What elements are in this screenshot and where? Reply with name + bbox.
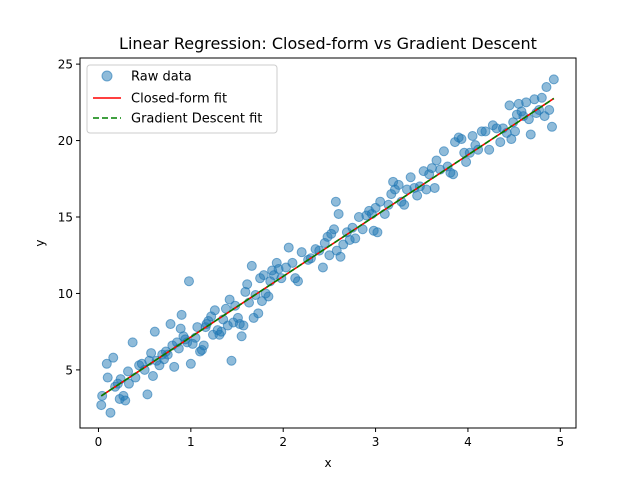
data-point — [258, 270, 269, 281]
x-tick-label: 1 — [187, 435, 195, 449]
legend: Raw data Closed-form fit Gradient Descen… — [86, 64, 278, 134]
y-axis-label: y — [33, 239, 47, 246]
gradient-descent-fit-line — [100, 97, 555, 397]
data-point — [405, 172, 416, 183]
data-point — [536, 92, 547, 103]
data-point — [399, 199, 410, 210]
data-point — [329, 224, 339, 235]
data-point — [296, 247, 307, 258]
data-point — [142, 389, 153, 400]
data-point — [238, 320, 249, 331]
data-point — [335, 251, 346, 262]
y-tick-label: 25 — [58, 58, 73, 72]
data-point — [283, 242, 294, 253]
data-point — [102, 372, 113, 383]
y-tick-label: 20 — [58, 134, 73, 148]
legend-marker-raw-data — [101, 70, 113, 82]
data-point — [495, 137, 506, 148]
x-axis-label: x — [324, 456, 331, 470]
data-point — [149, 326, 160, 337]
x-tick-label: 3 — [372, 435, 380, 449]
data-point — [525, 129, 536, 140]
data-point — [96, 400, 107, 411]
fit-lines — [100, 97, 555, 397]
data-point — [448, 169, 459, 180]
data-point — [375, 196, 386, 207]
data-point — [169, 361, 180, 372]
data-point — [544, 104, 555, 115]
data-point — [253, 308, 264, 319]
data-point — [105, 407, 116, 418]
data-point — [372, 227, 383, 238]
y-axis-ticks: 5 10 15 20 25 — [58, 58, 80, 377]
x-axis-ticks: 0 1 2 3 4 5 — [95, 428, 564, 449]
data-point — [484, 144, 495, 155]
data-point — [421, 184, 432, 195]
data-point — [165, 319, 176, 330]
y-tick-label: 15 — [58, 211, 73, 225]
data-point — [216, 326, 227, 337]
data-point — [127, 337, 138, 348]
legend-label-gradient-descent: Gradient Descent fit — [131, 112, 262, 127]
data-point — [242, 279, 253, 290]
x-tick-label: 2 — [279, 435, 287, 449]
data-point — [438, 146, 449, 157]
data-point — [548, 74, 559, 85]
data-point — [183, 276, 194, 287]
plot-area-border — [79, 57, 577, 429]
data-point — [431, 155, 442, 166]
data-point — [123, 366, 134, 377]
data-point — [330, 196, 341, 207]
y-tick-label: 5 — [65, 363, 73, 377]
data-point — [324, 250, 335, 261]
x-tick-label: 4 — [464, 435, 472, 449]
data-point — [147, 371, 158, 382]
x-tick-label: 0 — [95, 435, 103, 449]
data-point — [350, 233, 361, 244]
data-point — [209, 305, 220, 316]
data-point — [546, 121, 557, 132]
data-point — [263, 291, 274, 302]
data-point — [185, 358, 196, 369]
data-point — [521, 97, 532, 108]
data-point — [510, 126, 521, 137]
data-point — [541, 82, 552, 93]
data-point — [198, 340, 209, 351]
data-point — [226, 355, 237, 366]
data-point — [120, 395, 131, 406]
data-point — [412, 190, 423, 201]
legend-box — [86, 64, 278, 134]
data-point — [317, 262, 328, 273]
data-point — [467, 130, 478, 141]
x-tick-label: 5 — [556, 435, 564, 449]
data-point — [101, 358, 112, 369]
data-point — [236, 331, 247, 342]
data-point — [123, 378, 134, 389]
data-point — [224, 294, 235, 305]
legend-label-closed-form: Closed-form fit — [131, 92, 227, 107]
legend-label-raw-data: Raw data — [131, 70, 192, 85]
data-point — [456, 134, 467, 145]
y-tick-label: 10 — [58, 287, 73, 301]
data-point — [429, 182, 440, 193]
data-point — [146, 348, 157, 359]
data-point — [461, 156, 472, 167]
data-point — [292, 276, 303, 287]
data-point — [480, 126, 491, 137]
axes-frame — [79, 57, 577, 429]
data-point — [287, 257, 298, 268]
data-point — [108, 352, 119, 363]
chart-title: Linear Regression: Closed-form vs Gradie… — [119, 34, 537, 53]
data-point — [246, 260, 257, 271]
data-point — [393, 179, 404, 190]
data-point — [176, 309, 187, 320]
data-point — [534, 104, 545, 115]
data-point — [333, 208, 344, 219]
data-point — [504, 100, 515, 111]
